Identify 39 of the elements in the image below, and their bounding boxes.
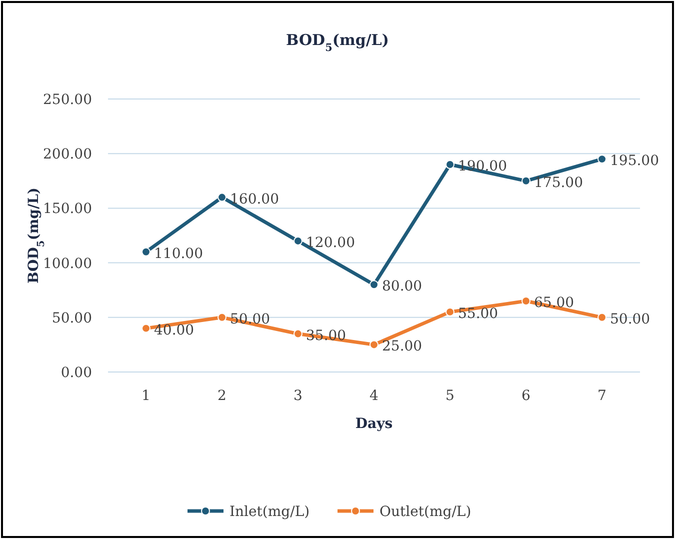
y-tick-label: 150.00 [43, 201, 92, 218]
data-label: 195.00 [610, 153, 659, 170]
data-label: 175.00 [534, 174, 583, 191]
point [370, 340, 378, 350]
legend-label: Inlet(mg/L) [230, 504, 310, 520]
y-tick-label: 100.00 [43, 256, 92, 272]
legend-label: Outlet(mg/L) [380, 504, 472, 520]
x-tick-label: 5 [446, 388, 454, 404]
point [218, 192, 226, 202]
point [598, 312, 606, 322]
x-tick-label: 6 [522, 388, 531, 404]
point [446, 160, 454, 169]
y-tick-label: 50.00 [52, 310, 92, 326]
point [294, 329, 302, 338]
data-label: 190.00 [458, 158, 507, 175]
x-axis-title: Days [355, 416, 393, 432]
data-label: 120.00 [306, 234, 355, 251]
data-label: 50.00 [610, 311, 650, 328]
data-label: 160.00 [230, 191, 279, 208]
x-tick-label: 1 [142, 388, 150, 404]
x-tick-label: 3 [294, 388, 302, 404]
point [142, 247, 150, 256]
data-label: 55.00 [458, 306, 498, 322]
y-tick-label: 250.00 [43, 92, 92, 108]
y-tick-label: 200.00 [43, 146, 92, 163]
data-label: 80.00 [382, 278, 422, 295]
chart-title: BOD$_{5}$(mg/L) [286, 31, 389, 54]
point [142, 324, 150, 333]
data-label: 25.00 [382, 338, 422, 355]
data-label: 110.00 [154, 246, 203, 262]
x-tick-label: 4 [370, 388, 379, 404]
x-tick-label: 2 [218, 388, 226, 404]
point [522, 176, 530, 186]
point [370, 280, 378, 290]
point [522, 296, 530, 306]
point [218, 312, 226, 322]
y-tick-label: 0.00 [60, 365, 92, 381]
data-label: 40.00 [154, 322, 194, 338]
x-tick-label: 7 [598, 388, 606, 404]
